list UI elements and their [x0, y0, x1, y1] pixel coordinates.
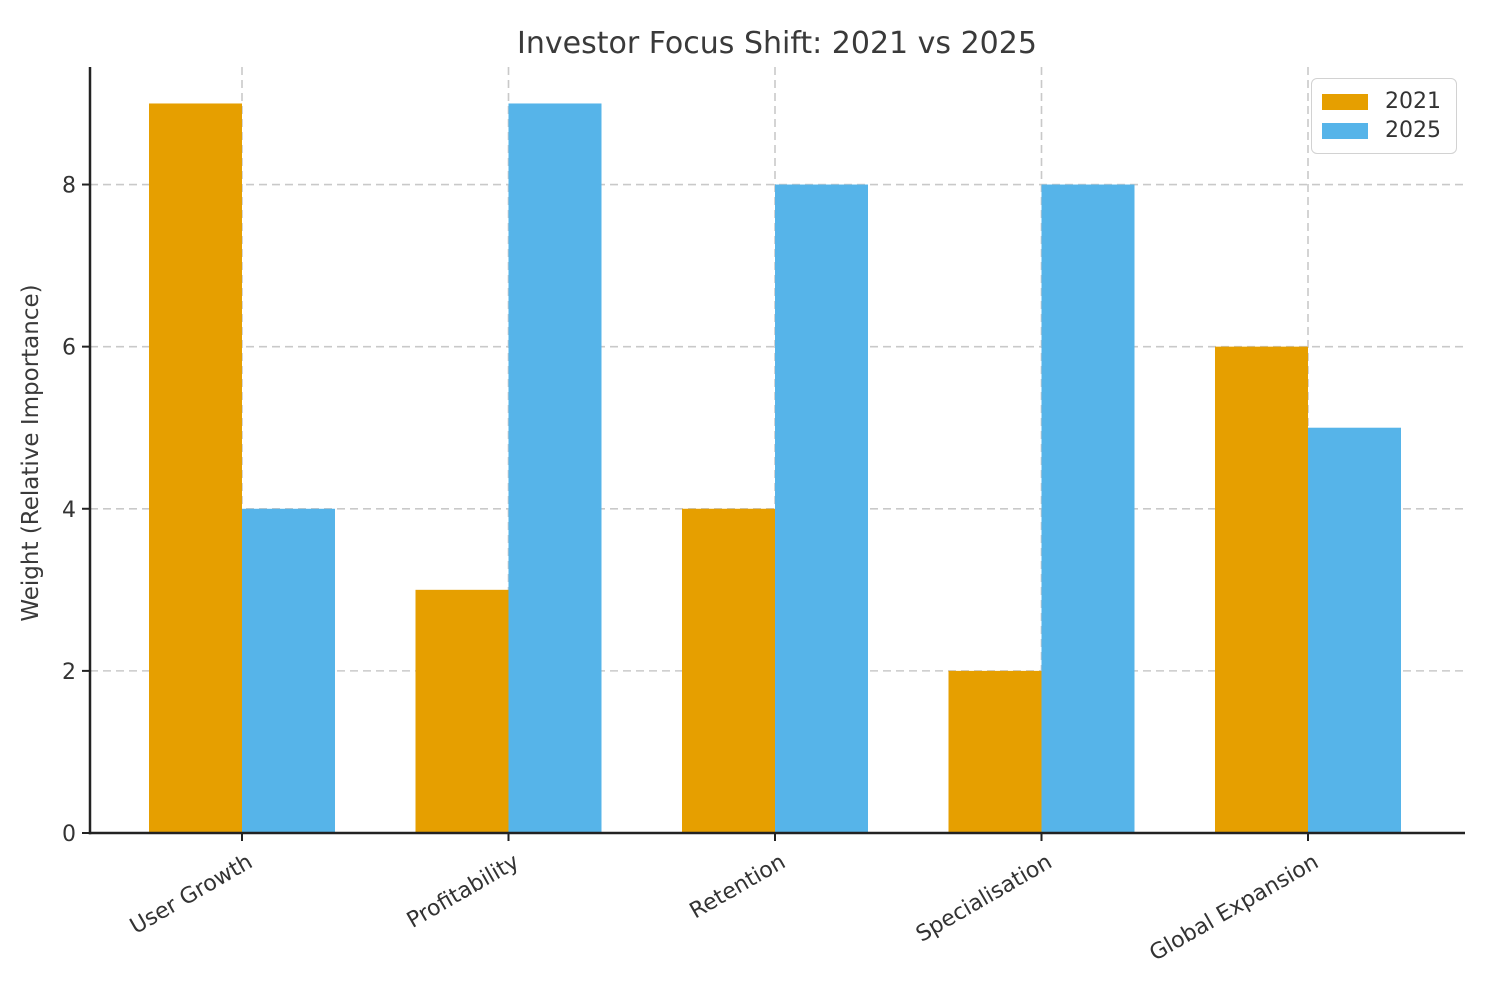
legend-item-2025: 2025 — [1322, 117, 1456, 143]
legend-swatch-2021 — [1322, 93, 1368, 110]
legend-item-2021: 2021 — [1322, 88, 1456, 114]
legend-swatch-2025 — [1322, 122, 1368, 139]
bar-2021-profitability — [415, 589, 509, 833]
tick-marks — [82, 183, 1309, 841]
y-tick-label: 2 — [62, 660, 76, 685]
bar-2025-user-growth — [242, 508, 335, 833]
y-tick-label: 4 — [62, 498, 76, 523]
y-tick-labels: 0 2 4 6 8 — [62, 174, 76, 847]
bar-2021-user-growth — [149, 103, 242, 833]
legend-label-2021: 2021 — [1385, 88, 1441, 114]
x-tick-label-specialisation: Specialisation — [912, 850, 1057, 948]
bar-2025-global-expansion — [1308, 427, 1401, 833]
y-axis-label: Weight (Relative Importance) — [18, 284, 44, 621]
x-tick-label-profitability: Profitability — [403, 850, 524, 934]
bar-2025-specialisation — [1041, 184, 1135, 833]
bar-2025-retention — [775, 184, 868, 833]
x-tick-label-global-expansion: Global Expansion — [1146, 850, 1323, 967]
chart-title: Investor Focus Shift: 2021 vs 2025 — [517, 26, 1037, 61]
legend-label-2025: 2025 — [1385, 117, 1441, 143]
y-tick-label: 6 — [62, 336, 76, 361]
bar-2025-profitability — [508, 103, 602, 833]
x-tick-label-retention: Retention — [686, 850, 790, 925]
bar-2021-global-expansion — [1215, 346, 1308, 833]
x-tick-labels: User Growth Profitability Retention Special… — [126, 850, 1323, 967]
bars — [149, 103, 1401, 833]
y-tick-label: 8 — [62, 174, 76, 199]
x-tick-label-user-growth: User Growth — [126, 850, 257, 940]
legend: 2021 2025 — [1311, 78, 1457, 154]
bar-2021-retention — [682, 508, 775, 833]
bar-2021-specialisation — [948, 670, 1042, 833]
axis-spines — [88, 67, 1465, 835]
y-tick-label: 0 — [62, 822, 76, 847]
